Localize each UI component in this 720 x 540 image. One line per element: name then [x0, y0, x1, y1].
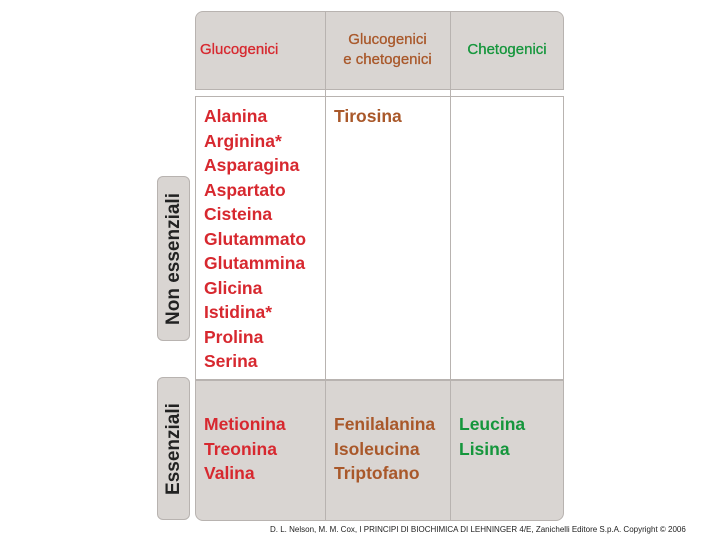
amino-acid: Triptofano	[334, 463, 420, 483]
row-band	[195, 96, 564, 380]
amino-acid: Isoleucina	[334, 438, 420, 459]
amino-acid: Istidina*	[204, 302, 273, 322]
amino-acid: Tirosina	[334, 106, 402, 126]
amino-acid: Glutammina	[204, 253, 306, 273]
column-divider	[325, 11, 326, 521]
column-header: Glucogenici	[200, 41, 279, 58]
column-divider	[450, 11, 451, 521]
amino-acid: Metionina	[204, 414, 286, 434]
amino-acid: Fenilalanina	[334, 414, 436, 434]
row-band	[195, 380, 564, 521]
amino-acid: Alanina	[204, 106, 268, 126]
row-label-box	[157, 176, 190, 341]
amino-acid: Serina	[204, 351, 258, 371]
column-header: Chetogenici	[467, 41, 547, 58]
amino-acid: Prolina	[204, 326, 264, 347]
amino-acid: Treonina	[204, 438, 277, 459]
amino-acid: Glutammato	[204, 228, 307, 249]
row-label-box	[157, 377, 190, 520]
column-header: Glucogenici	[348, 31, 427, 48]
amino-acid: Leucina	[459, 414, 526, 434]
column-header: e chetogenici	[343, 51, 432, 68]
amino-acid: Lisina	[459, 438, 510, 459]
amino-acid: Aspartato	[204, 179, 286, 200]
header-band	[195, 11, 564, 90]
row-label: Essenziali	[162, 402, 184, 495]
amino-acid: Cisteina	[204, 204, 273, 224]
amino-acid: Arginina*	[204, 130, 282, 151]
footer: D. L. Nelson, M. M. Cox, I PRINCIPI DI B…	[270, 525, 686, 534]
amino-acid: Asparagina	[204, 155, 300, 175]
amino-acid: Valina	[204, 463, 255, 483]
amino-acid: Glicina	[204, 277, 263, 298]
row-label: Non essenziali	[162, 192, 184, 325]
